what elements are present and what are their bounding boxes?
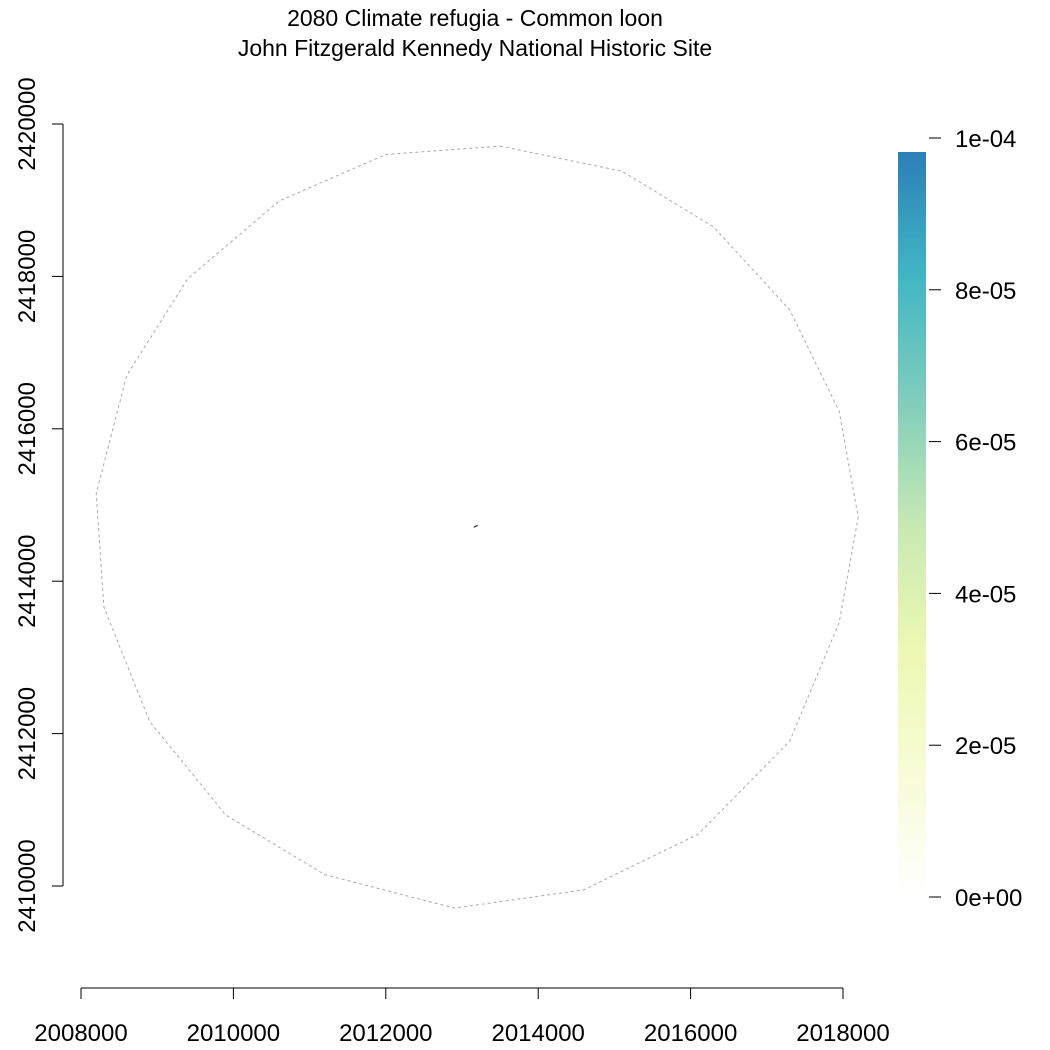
title-line-2: John Fitzgerald Kennedy National Histori…	[238, 35, 712, 61]
legend-tick-label: 8e-05	[955, 278, 1016, 305]
title-line-1: 2080 Climate refugia - Common loon	[287, 5, 663, 31]
y-tick-label: 2416000	[14, 382, 41, 475]
y-tick-label: 2410000	[14, 839, 41, 932]
x-tick-label: 2010000	[187, 1020, 280, 1047]
legend-tick-label: 2e-05	[955, 733, 1016, 760]
legend-color-bar	[898, 152, 926, 897]
legend-tick-label: 0e+00	[955, 885, 1022, 912]
y-tick-label: 2414000	[14, 534, 41, 627]
x-tick-label: 2016000	[644, 1020, 737, 1047]
y-tick-label: 2418000	[14, 230, 41, 323]
legend-tick-label: 6e-05	[955, 430, 1016, 457]
x-tick-label: 2012000	[339, 1020, 432, 1047]
y-tick-label: 2420000	[14, 77, 41, 170]
y-axis: 2410000 2412000 2414000 2416000 2418000 24200…	[14, 77, 64, 933]
y-tick-label: 2412000	[14, 687, 41, 780]
x-tick-label: 2014000	[491, 1020, 584, 1047]
legend-tick-label: 4e-05	[955, 581, 1016, 608]
site-feature	[473, 524, 478, 528]
color-legend: 0e+00 2e-05 4e-05 6e-05 8e-05 1e-04	[898, 126, 1022, 912]
buffer-boundary	[95, 145, 859, 909]
x-tick-label: 2018000	[796, 1020, 889, 1047]
x-tick-label: 2008000	[34, 1020, 127, 1047]
legend-tick-label: 1e-04	[955, 126, 1016, 153]
x-axis: 2008000 2010000 2012000 2014000 2016000 20180…	[34, 987, 890, 1047]
